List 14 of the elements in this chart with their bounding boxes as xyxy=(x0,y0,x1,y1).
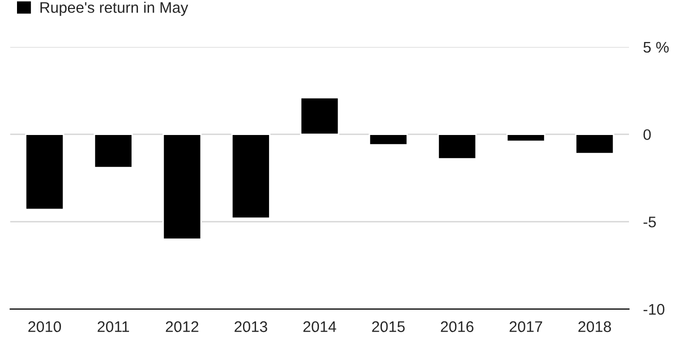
x-tick-label: 2012 xyxy=(166,321,198,332)
legend-label: Rupee's return in May xyxy=(40,2,188,16)
y-tick-label: -10 xyxy=(644,304,664,315)
y-tick-label: 5 % xyxy=(644,42,669,53)
y-tick-label: -5 xyxy=(644,216,656,228)
x-tick-label: 2015 xyxy=(372,321,405,332)
x-tick-label: 2017 xyxy=(510,321,542,332)
x-tick-label: 2013 xyxy=(234,321,268,332)
x-tick-label: 2018 xyxy=(578,321,611,332)
x-tick-label: 2014 xyxy=(303,321,336,332)
x-tick-label: 2016 xyxy=(440,321,474,332)
x-tick-label: 2010 xyxy=(28,321,61,332)
y-tick-label: 0 xyxy=(643,129,651,140)
x-tick-label: 2011 xyxy=(98,321,130,332)
